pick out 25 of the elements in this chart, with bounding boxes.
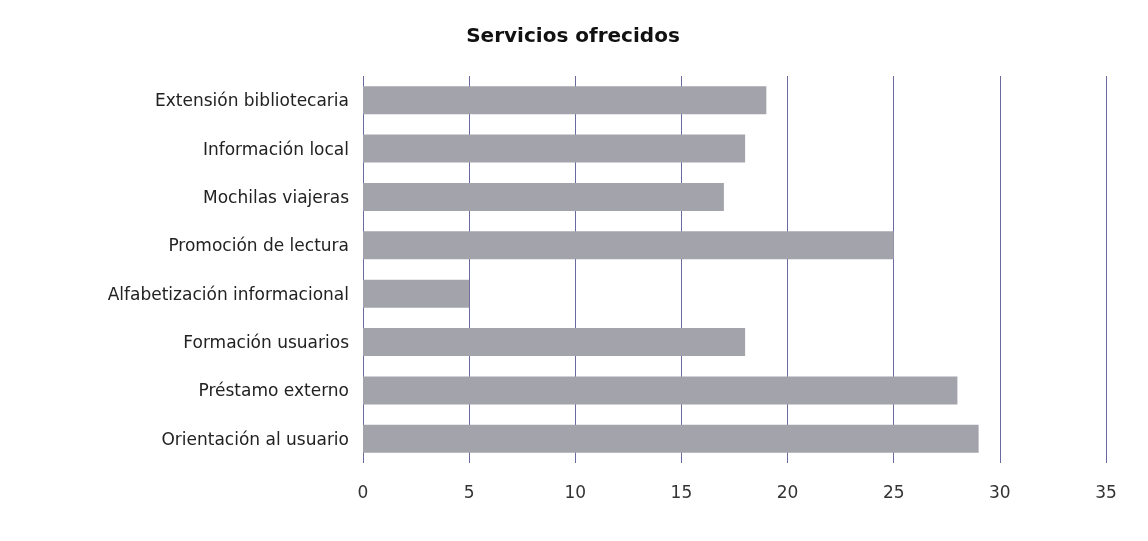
bar	[363, 279, 470, 308]
bar	[363, 134, 746, 163]
bar	[363, 328, 746, 357]
x-tick-label: 5	[463, 481, 475, 502]
y-tick-label: Información local	[202, 138, 349, 159]
x-tick-label: 0	[357, 481, 369, 502]
y-tick-label: Mochilas viajeras	[203, 186, 350, 207]
y-tick-label: Alfabetización informacional	[107, 283, 349, 304]
x-tick-label: 10	[564, 481, 587, 502]
y-tick-label: Orientación al usuario	[161, 428, 349, 449]
x-tick-label: 20	[776, 481, 799, 502]
bar	[363, 86, 767, 115]
chart-title: Servicios ofrecidos	[466, 23, 680, 47]
y-tick-label: Préstamo externo	[198, 380, 349, 401]
y-tick-label: Formación usuarios	[183, 332, 350, 353]
y-tick-label: Extensión bibliotecaria	[154, 90, 349, 111]
x-tick-label: 35	[1095, 481, 1117, 502]
bar	[363, 424, 979, 453]
y-tick-label: Promoción de lectura	[168, 235, 349, 256]
x-tick-label: 30	[989, 481, 1011, 502]
bar	[363, 376, 958, 405]
x-tick-label: 15	[670, 481, 693, 502]
x-tick-label: 25	[882, 481, 905, 502]
bar	[363, 231, 894, 260]
bar	[363, 182, 724, 211]
